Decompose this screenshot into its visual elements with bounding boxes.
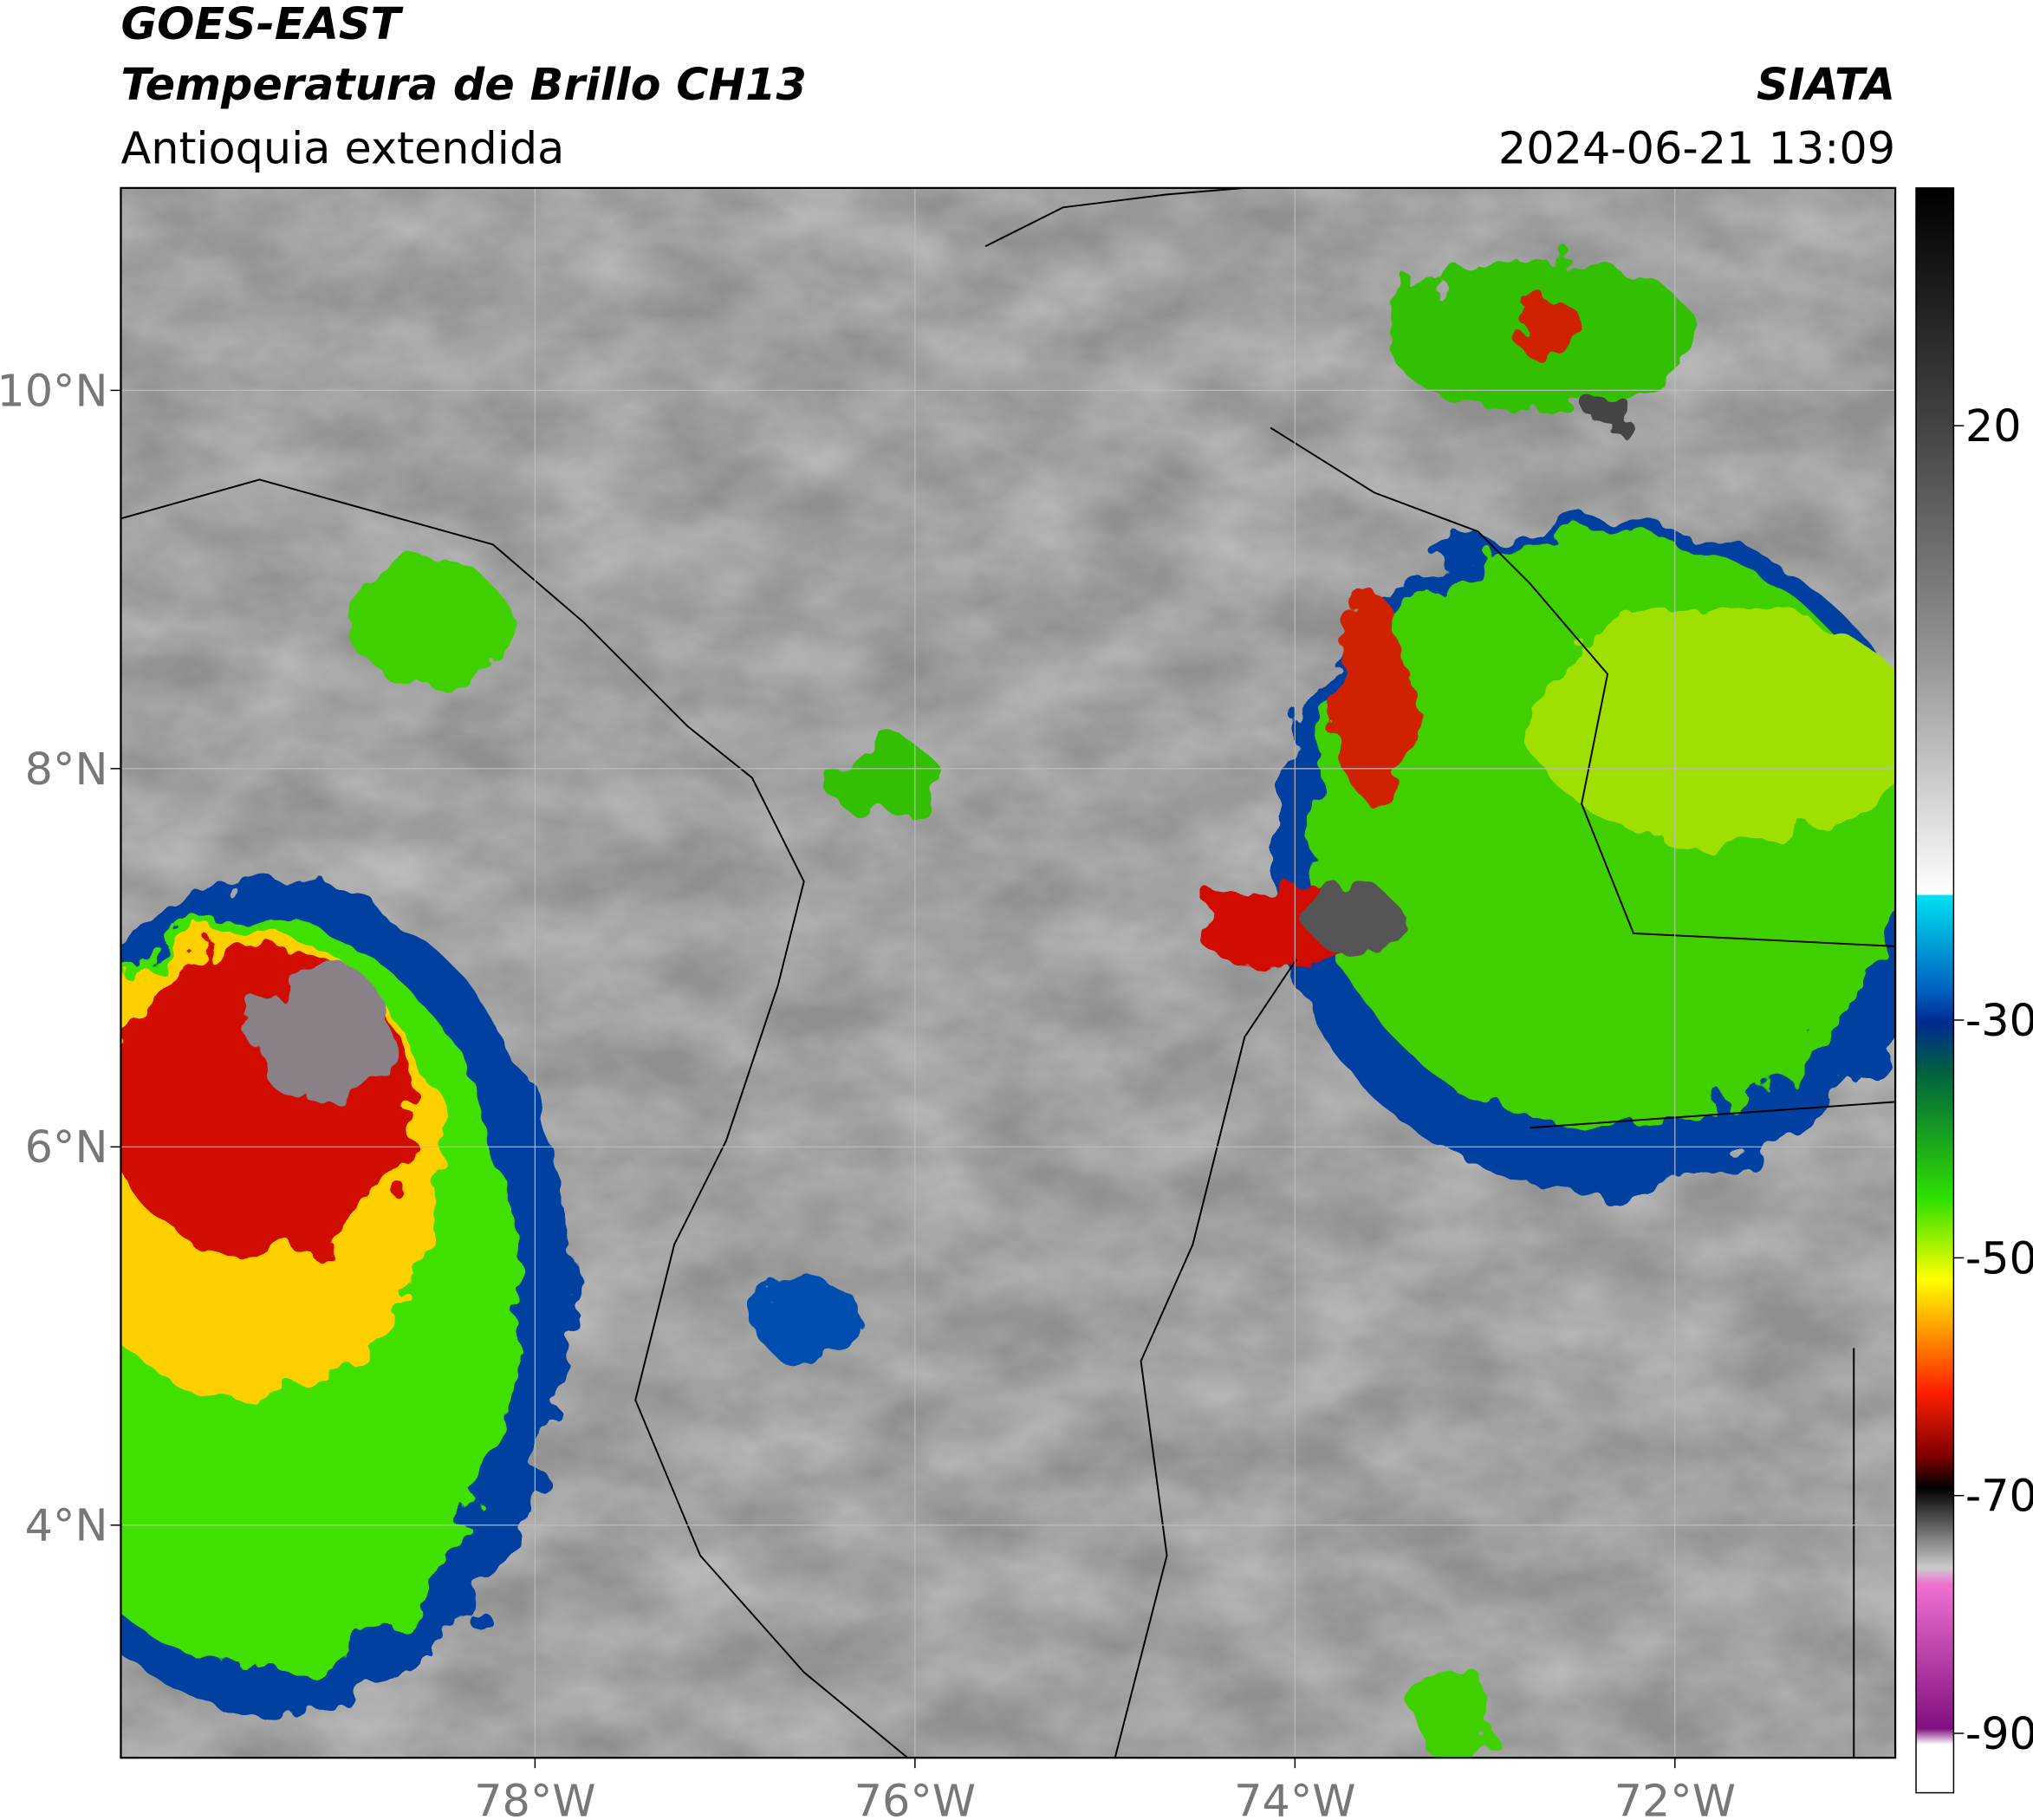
datetime: 2024-06-21 13:09 (1498, 122, 1895, 173)
subtitle: Temperatura de Brillo CH13 (120, 59, 806, 110)
y-tick-label: 4°N (25, 1500, 108, 1551)
y-tick-label: 6°N (25, 1121, 108, 1173)
x-tick-label: 74°W (1234, 1776, 1355, 1820)
storm (823, 738, 940, 817)
colorbar-label: 20 (1965, 400, 2022, 452)
source: SIATA (1757, 59, 1895, 110)
region: Antioquia extendida (120, 122, 564, 173)
x-tick-label: 76°W (854, 1776, 976, 1820)
storm (1510, 304, 1588, 357)
x-tick-label: 78°W (474, 1776, 595, 1820)
colorbar-label: -90 (1965, 1708, 2033, 1759)
x-tick-label: 72°W (1614, 1776, 1736, 1820)
storm (253, 965, 396, 1108)
storm (350, 557, 506, 687)
storm (758, 1277, 863, 1368)
borders (120, 187, 1896, 1758)
storm (1309, 884, 1400, 957)
colorbar (1915, 187, 1955, 1794)
storm (1593, 396, 1635, 433)
storm (1413, 1659, 1491, 1758)
colorbar-label: -70 (1965, 1471, 2033, 1522)
storm (1530, 609, 1896, 843)
title: GOES-EAST (120, 0, 404, 49)
graticule (120, 187, 1896, 1758)
storm-cells (120, 259, 1896, 1758)
y-tick-label: 8°N (25, 744, 108, 795)
storm (1335, 596, 1413, 804)
colorbar-label: -30 (1965, 995, 2033, 1046)
y-tick-label: 10°N (0, 365, 107, 416)
satellite-image (120, 187, 1896, 1758)
map-frame (120, 186, 1897, 1759)
colorbar-label: -50 (1965, 1232, 2033, 1284)
